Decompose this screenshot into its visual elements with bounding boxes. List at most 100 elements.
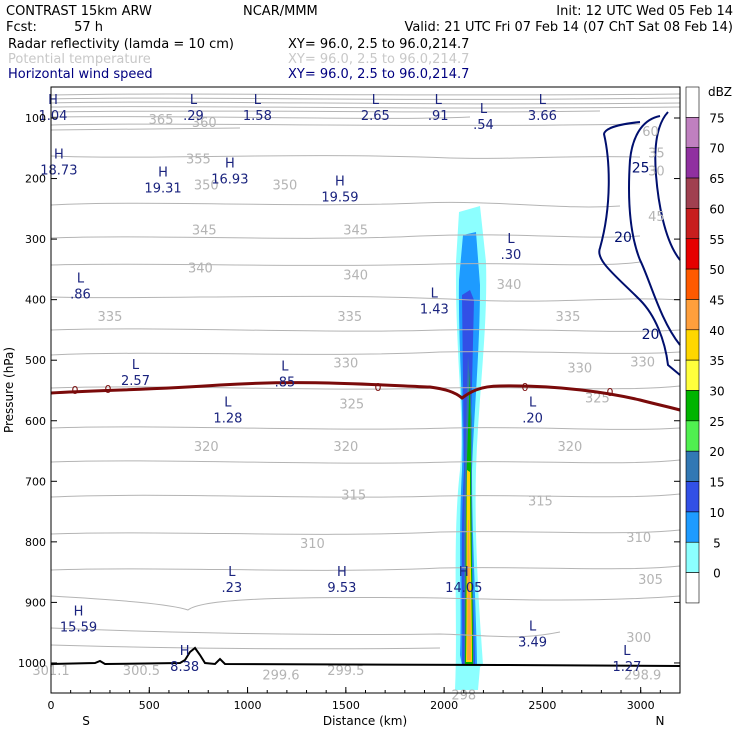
hl-value: 14.05 [445,581,482,596]
colorbar-label: 45 [709,293,724,307]
hl-value: .29 [183,109,204,124]
hl-value: 9.53 [327,581,356,596]
theta-label: 299.5 [327,664,364,679]
init-time: Init: 12 UTC Wed 05 Feb 14 [556,4,733,19]
hl-letter: H [54,147,64,162]
theta-contour [50,261,641,266]
terrain-profile [50,646,681,667]
theta-contour [50,385,681,390]
theta-label: 298 [451,688,476,703]
x-axis-label: Distance (km) [323,714,407,728]
theta-label: 335 [98,310,123,325]
colorbar-swatch [685,86,700,118]
theta-contour [50,155,641,159]
theta-contour [50,595,681,611]
field-name: Potential temperature [8,52,151,67]
hl-letter: H [180,644,190,659]
freezing-level-label: 0 [522,381,529,394]
colorbar-label: 75 [709,111,724,125]
colorbar-swatch [685,268,700,300]
field-name: Radar reflectivity (lamda = 10 cm) [8,37,234,52]
colorbar-swatch [685,299,700,331]
theta-contour [50,459,681,464]
hl-value: 19.59 [321,191,358,206]
theta-label: 310 [300,537,325,552]
y-tick-label: 400 [25,294,46,307]
hl-letter: L [254,93,262,108]
hl-value: 15.59 [60,621,97,636]
hl-letter: L [372,93,380,108]
y-tick-label: 1000 [18,657,46,670]
y-tick-label: 300 [25,233,46,246]
hl-value: .85 [275,375,296,390]
theta-contour [50,644,441,650]
colorbar-swatch [685,208,700,240]
freezing-level-label: 0 [375,381,382,394]
wind-label: 20 [642,327,660,343]
colorbar-label: 40 [709,324,724,338]
hl-letter: H [74,605,84,620]
colorbar-swatch [685,450,700,482]
theta-contour [50,201,621,208]
wind-label: 45 [648,210,665,225]
wind-contour [598,121,681,376]
theta-contour [50,426,681,430]
hl-value: 18.73 [40,163,77,178]
theta-label: 365 [149,113,174,128]
colorbar-swatch [685,481,700,513]
hl-letter: H [459,565,469,580]
theta-label: 298.9 [624,668,661,683]
colorbar-label: 30 [709,385,724,399]
colorbar-label: 35 [709,354,724,368]
hl-value: 2.57 [121,374,150,389]
hl-value: .86 [70,288,91,303]
hl-letter: L [435,93,443,108]
hl-letter: L [77,272,85,287]
hl-letter: L [190,93,198,108]
theta-label: 355 [186,152,211,167]
hl-value: 2.65 [361,109,390,124]
hl-value: 1.43 [420,303,449,318]
hl-letter: L [281,359,289,374]
hl-letter: H [48,93,58,108]
colorbar-swatch [685,511,700,543]
theta-contour [50,116,471,119]
model-title: CONTRAST 15km ARW [6,4,152,19]
hl-value: .54 [473,118,494,133]
hl-letter: H [337,565,347,580]
colorbar-label: 60 [709,202,724,216]
wind-contour [628,115,681,346]
theta-label: 305 [638,573,663,588]
theta-contour [50,110,601,113]
colorbar-swatch [685,238,700,270]
hl-value: .91 [428,109,449,124]
colorbar-swatch [685,359,700,391]
y-tick-label: 200 [25,173,46,186]
colorbar-swatch [685,147,700,179]
terrain-line [50,646,681,667]
forecast-label: Fcst: [6,20,37,35]
colorbar-swatch [685,390,700,422]
theta-label: 335 [556,310,581,325]
hl-letter: L [539,93,547,108]
freezing-line [50,381,681,412]
wind-label: 30 [648,165,665,180]
y-tick-label: 700 [25,475,46,488]
field-xy: XY= 96.0, 2.5 to 96.0,214.7 [288,52,469,67]
theta-label: 325 [585,392,610,407]
colorbar-swatch [685,177,700,209]
hl-letter: L [132,358,140,373]
theta-contour [50,106,681,109]
theta-label: 350 [194,178,219,193]
colorbar-label: 50 [709,263,724,277]
hl-value: .20 [522,412,543,427]
colorbar-label: 10 [709,506,724,520]
colorbar-unit: dBZ [708,85,732,99]
theta-label: 345 [343,223,368,238]
hl-letter: L [228,565,236,580]
hl-value: 3.49 [518,636,547,651]
colorbar-swatch [685,572,700,604]
